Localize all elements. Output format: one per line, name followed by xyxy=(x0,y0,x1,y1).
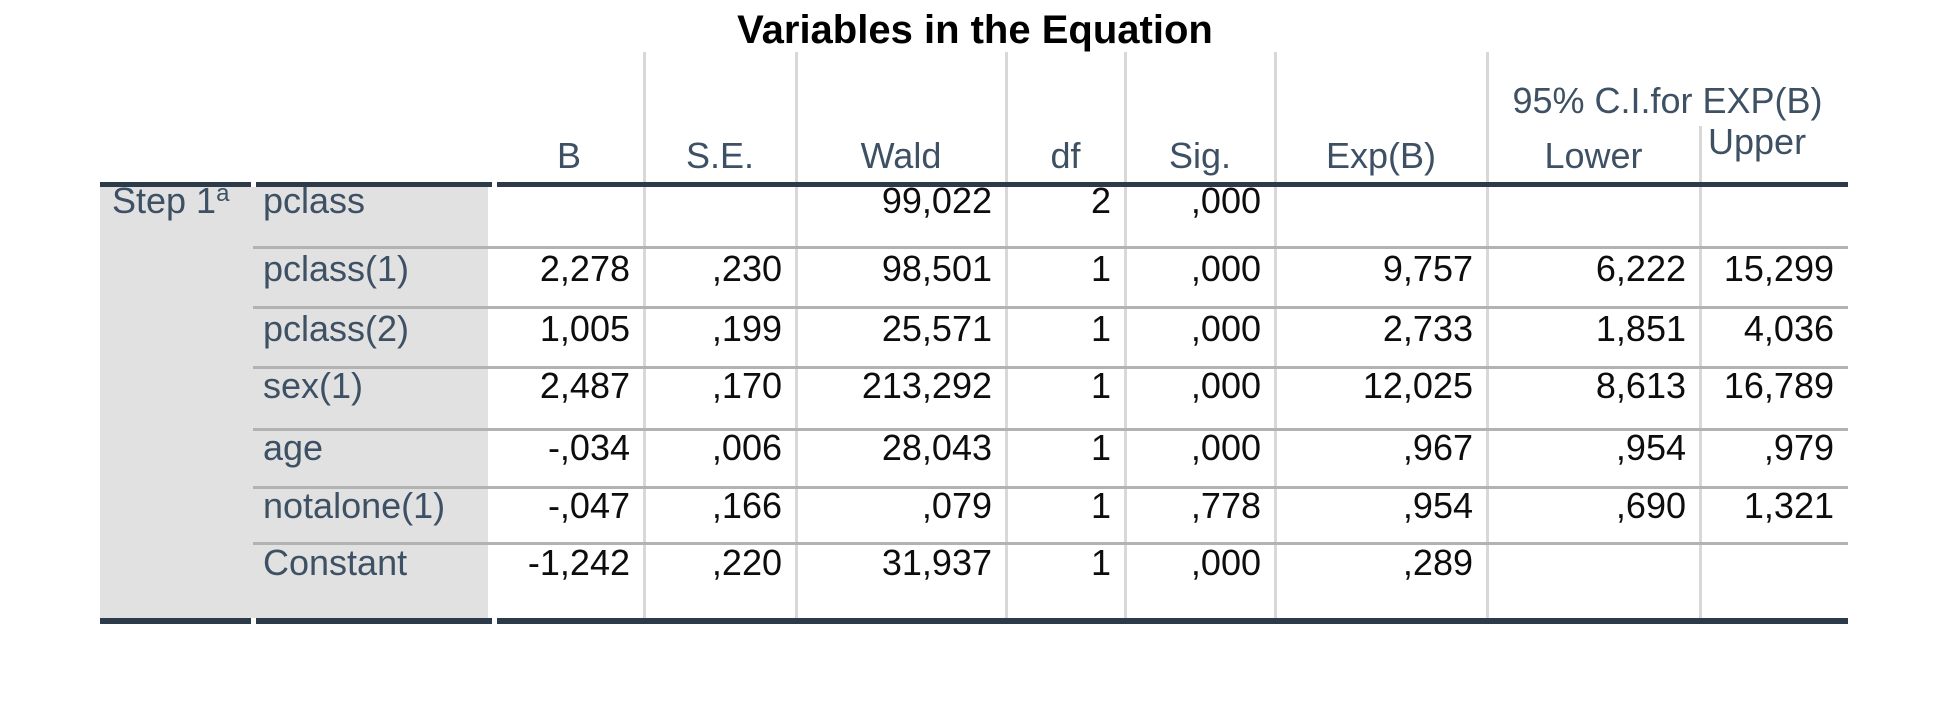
table-cell-sig: ,778 xyxy=(1190,485,1261,526)
row-separator-line xyxy=(253,428,1848,431)
table-cell-upper: 16,789 xyxy=(1723,365,1834,406)
table-cell-lower: 1,851 xyxy=(1595,308,1686,349)
table-cell-wald: 28,043 xyxy=(881,427,992,468)
table-cell-se: ,199 xyxy=(711,308,782,349)
table-cell-sig: ,000 xyxy=(1190,180,1261,221)
table-cell-b: -,034 xyxy=(547,427,630,468)
table-cell-expb: 12,025 xyxy=(1362,365,1473,406)
column-header-expb: Exp(B) xyxy=(1325,135,1437,176)
table-cell-se: ,230 xyxy=(711,248,782,289)
row-separator-line xyxy=(253,486,1848,489)
table-cell-b: 2,487 xyxy=(539,365,630,406)
table-title: Variables in the Equation xyxy=(737,8,1213,52)
row-separator-line xyxy=(253,306,1848,309)
table-cell-df: 2 xyxy=(1090,180,1111,221)
column-separator-line xyxy=(1486,52,1489,618)
table-cell-expb: ,967 xyxy=(1402,427,1473,468)
header-rule xyxy=(100,182,1848,187)
column-separator-line xyxy=(1124,52,1127,618)
column-header-upper: Upper xyxy=(1708,121,1807,162)
table-cell-b: -1,242 xyxy=(527,542,630,583)
table-cell-df: 1 xyxy=(1090,308,1111,349)
row-variable-label: pclass xyxy=(263,180,366,221)
table-cell-upper: 4,036 xyxy=(1743,308,1834,349)
table-cell-expb: 2,733 xyxy=(1382,308,1473,349)
row-variable-label: notalone(1) xyxy=(263,485,446,526)
table-cell-df: 1 xyxy=(1090,248,1111,289)
table-cell-lower: 8,613 xyxy=(1595,365,1686,406)
column-separator-line xyxy=(795,52,798,618)
table-cell-sig: ,000 xyxy=(1190,427,1261,468)
row-variable-label: pclass(2) xyxy=(263,308,410,349)
table-cell-upper: ,979 xyxy=(1763,427,1834,468)
table-cell-expb: 9,757 xyxy=(1382,248,1473,289)
column-header-sig: Sig. xyxy=(1168,135,1232,176)
table-cell-wald: 213,292 xyxy=(861,365,992,406)
column-separator-line xyxy=(1699,126,1702,618)
table-cell-lower: 6,222 xyxy=(1595,248,1686,289)
column-header-wald: Wald xyxy=(860,135,942,176)
row-variable-label: sex(1) xyxy=(263,365,364,406)
table-cell-se: ,006 xyxy=(711,427,782,468)
table-cell-wald: 25,571 xyxy=(881,308,992,349)
bottom-rule xyxy=(100,618,1848,624)
table-cell-expb: ,954 xyxy=(1402,485,1473,526)
table-cell-df: 1 xyxy=(1090,485,1111,526)
table-cell-sig: ,000 xyxy=(1190,542,1261,583)
border-gap xyxy=(492,182,497,187)
table-cell-se: ,166 xyxy=(711,485,782,526)
row-variable-label: Constant xyxy=(263,542,408,583)
step-label: Step 1a xyxy=(112,180,230,221)
step-label-text: Step 1 xyxy=(112,180,217,221)
table-cell-upper: 15,299 xyxy=(1723,248,1834,289)
column-header-df: df xyxy=(1050,135,1081,176)
column-separator-line xyxy=(1274,52,1277,618)
column-header-lower: Lower xyxy=(1544,135,1643,176)
table-cell-expb: ,289 xyxy=(1402,542,1473,583)
row-variable-label: pclass(1) xyxy=(263,248,410,289)
column-separator-line xyxy=(1005,52,1008,618)
table-cell-sig: ,000 xyxy=(1190,365,1261,406)
table-cell-se: ,170 xyxy=(711,365,782,406)
row-header-background xyxy=(100,187,488,618)
table-cell-b: 1,005 xyxy=(539,308,630,349)
row-separator-line xyxy=(253,542,1848,545)
column-header-se: S.E. xyxy=(685,135,755,176)
table-cell-upper: 1,321 xyxy=(1743,485,1834,526)
ci-group-header: 95% C.I.for EXP(B) xyxy=(1512,80,1823,121)
border-gap xyxy=(251,182,256,187)
table-cell-wald: ,079 xyxy=(921,485,992,526)
table-cell-lower: ,690 xyxy=(1615,485,1686,526)
table-cell-wald: 99,022 xyxy=(881,180,992,221)
table-cell-b: 2,278 xyxy=(539,248,630,289)
table-cell-sig: ,000 xyxy=(1190,248,1261,289)
table-cell-df: 1 xyxy=(1090,427,1111,468)
column-header-b: B xyxy=(556,135,581,176)
border-gap xyxy=(492,618,497,624)
column-separator-line xyxy=(643,52,646,618)
table-cell-lower: ,954 xyxy=(1615,427,1686,468)
table-cell-b: -,047 xyxy=(547,485,630,526)
step-footnote-marker: a xyxy=(216,180,230,207)
table-cell-wald: 98,501 xyxy=(881,248,992,289)
row-variable-label: age xyxy=(263,427,324,468)
table-cell-se: ,220 xyxy=(711,542,782,583)
row-separator-line xyxy=(253,246,1848,249)
table-cell-sig: ,000 xyxy=(1190,308,1261,349)
row-separator-line xyxy=(253,366,1848,369)
table-cell-df: 1 xyxy=(1090,365,1111,406)
table-cell-df: 1 xyxy=(1090,542,1111,583)
table-cell-wald: 31,937 xyxy=(881,542,992,583)
border-gap xyxy=(251,618,256,624)
